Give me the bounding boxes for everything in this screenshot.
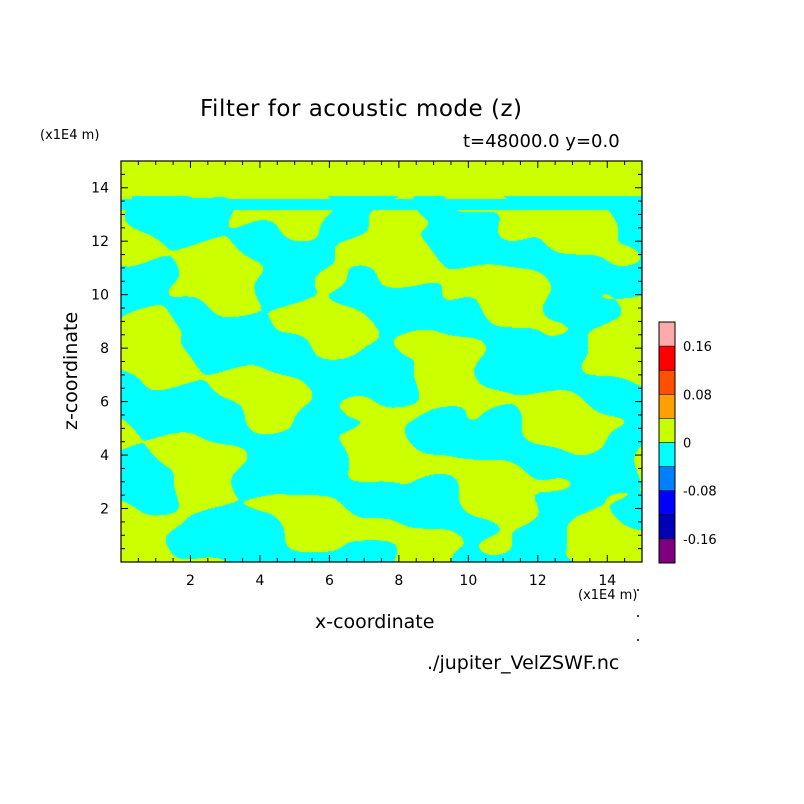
colorbar-segment (659, 442, 675, 467)
colorbar-label: 0 (683, 437, 691, 452)
x-tick-label: 12 (529, 573, 547, 589)
y-tick-label: 14 (91, 181, 109, 197)
x-tick-label: 14 (598, 573, 616, 589)
colorbar-segment (659, 346, 675, 371)
y-tick-label: 6 (100, 395, 109, 411)
x-tick-label: 2 (186, 573, 195, 589)
colorbar-segment (659, 490, 675, 515)
x-tick-label: 4 (255, 573, 264, 589)
colorbar-label: 0.08 (683, 388, 712, 403)
x-axis-unit: (x1E4 m) (578, 588, 638, 603)
colorbar-segment (659, 370, 675, 395)
colorbar-segment (659, 466, 675, 491)
marker-dot (637, 589, 639, 591)
y-tick-label: 8 (100, 341, 109, 357)
colorbar-segment (659, 514, 675, 539)
contour-field (121, 161, 642, 562)
colorbar-label: -0.16 (683, 533, 717, 548)
colorbar-label: -0.08 (683, 485, 717, 500)
x-tick-label: 10 (459, 573, 477, 589)
y-tick-label: 10 (91, 288, 109, 304)
x-tick-label: 6 (325, 573, 334, 589)
colorbar-segment (659, 394, 675, 419)
marker-dot (637, 639, 639, 641)
colorbar-segment (659, 418, 675, 443)
y-tick-label: 12 (91, 234, 109, 250)
x-tick-label: 8 (394, 573, 403, 589)
chart-subtitle: t=48000.0 y=0.0 (463, 131, 620, 152)
source-filename: ./jupiter_VelZSWF.nc (427, 652, 620, 674)
x-axis-label: x-coordinate (315, 611, 435, 633)
colorbar-segment (659, 322, 675, 347)
y-tick-label: 4 (100, 448, 109, 464)
marker-dot (637, 615, 639, 617)
colorbar-segment (659, 538, 675, 563)
y-tick-label: 2 (100, 502, 109, 518)
chart-title: Filter for acoustic mode (z) (200, 96, 523, 122)
y-axis-unit: (x1E4 m) (40, 128, 100, 143)
colorbar-label: 0.16 (683, 340, 712, 355)
